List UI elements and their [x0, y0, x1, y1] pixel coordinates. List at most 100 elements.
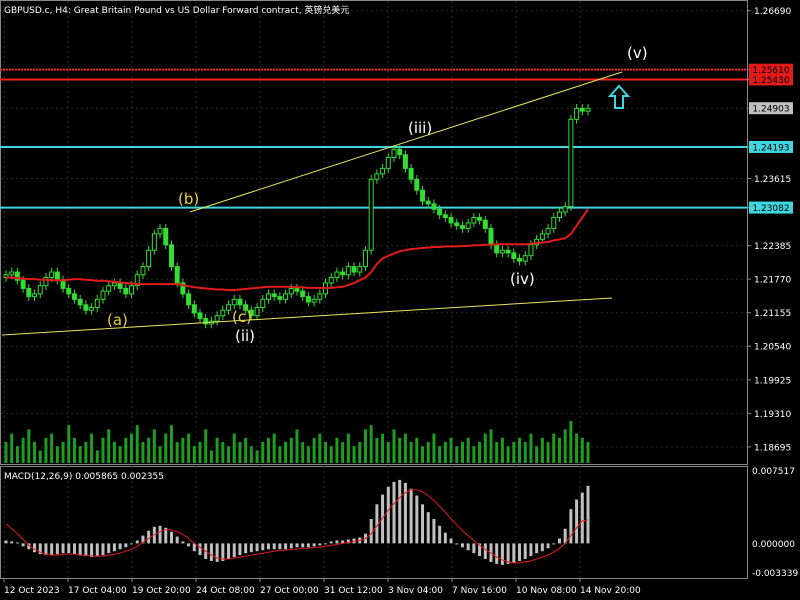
time-tick-label: 12 Oct 2023: [4, 586, 60, 596]
macd-hist-bar: [135, 540, 139, 544]
volume-bar: [209, 450, 213, 463]
macd-hist-bar: [375, 504, 379, 544]
volume-bar: [580, 437, 584, 463]
candle-body: [351, 266, 357, 273]
macd-hist-bar: [215, 543, 219, 562]
volume-bar: [438, 446, 442, 463]
volume-bar: [227, 446, 231, 463]
volume-bar: [10, 433, 14, 463]
candle-body: [362, 249, 368, 268]
candle-body: [488, 227, 494, 246]
volume-bar: [369, 425, 373, 463]
candle-body: [265, 293, 271, 300]
time-tick-label: 27 Oct 00:00: [260, 586, 319, 596]
candle-body: [288, 287, 294, 295]
candle-body: [305, 296, 311, 303]
macd-hist-bar: [500, 543, 504, 565]
candle-body: [129, 285, 135, 295]
macd-hist-bar: [169, 531, 173, 544]
volume-bar: [478, 442, 482, 463]
volume-bar: [272, 433, 276, 463]
macd-hist-bar: [540, 543, 544, 552]
candle-body: [551, 216, 557, 229]
candle-body: [442, 214, 448, 218]
macd-hist-bar: [460, 543, 464, 548]
candle-body: [437, 208, 443, 216]
candle-body: [477, 216, 483, 221]
wave-label-ii: (ii): [235, 327, 255, 345]
volume-bar: [398, 437, 402, 463]
volume-bar: [301, 442, 305, 463]
volume-bar: [50, 433, 54, 463]
macd-hist-bar: [557, 538, 561, 544]
macd-hist-bar: [483, 543, 487, 560]
macd-hist-bar: [306, 543, 310, 548]
macd-hist-bar: [421, 504, 425, 544]
wave-label-c: (c): [232, 308, 252, 326]
candle-body: [77, 298, 83, 306]
macd-hist-bar: [181, 541, 185, 544]
candle-body: [60, 279, 66, 289]
volume-bar: [546, 442, 550, 463]
volume-bar: [112, 442, 116, 463]
volume-bar: [84, 442, 88, 463]
macd-hist-bar: [227, 543, 231, 560]
candle-body: [174, 266, 180, 284]
candle-body: [385, 156, 391, 169]
macd-hist-bar: [44, 543, 48, 556]
volume-bar: [215, 437, 219, 463]
volume-bar: [164, 433, 168, 463]
macd-hist-bar: [255, 543, 259, 552]
volume-bar: [152, 429, 156, 463]
volume-bar: [198, 442, 202, 463]
candle-body: [328, 277, 334, 284]
volume-bar: [124, 437, 128, 463]
macd-hist-bar: [580, 492, 584, 544]
time-tick-label: 19 Oct 20:00: [132, 586, 191, 596]
macd-hist-bar: [232, 543, 236, 558]
macd-hist-bar: [523, 543, 527, 560]
candle-body: [448, 216, 454, 224]
candle-body: [402, 154, 408, 169]
candle-body: [106, 285, 112, 292]
volume-bar: [472, 446, 476, 463]
price-tick-label: 1.20540: [754, 343, 791, 353]
price-tag: [749, 63, 793, 76]
candle-body: [499, 249, 505, 254]
macd-hist-bar: [278, 543, 282, 550]
candle-body: [294, 287, 300, 292]
candle-body: [271, 293, 277, 298]
candle-body: [9, 271, 15, 276]
macd-hist-bar: [341, 540, 345, 544]
macd-hist-bar: [21, 543, 25, 547]
volume-bar: [169, 425, 173, 463]
candle-body: [168, 244, 174, 268]
macd-hist-bar: [238, 543, 242, 556]
volume-bar: [500, 437, 504, 463]
volume-bar: [426, 442, 430, 463]
volume-bar: [135, 425, 139, 463]
volume-bars: [4, 421, 590, 463]
macd-hist-bar: [586, 485, 590, 544]
candle-body: [37, 285, 43, 295]
macd-hist-bar: [15, 542, 19, 544]
volume-bar: [552, 433, 556, 463]
price-tag: [749, 140, 793, 153]
time-tick-label: 7 Nov 16:00: [452, 586, 507, 596]
candle-body: [397, 148, 403, 156]
time-tick-label: 10 Nov 08:00: [516, 586, 577, 596]
macd-hist-bar: [443, 532, 447, 544]
macd-hist-bar: [455, 543, 459, 545]
volume-bar: [586, 442, 590, 463]
candle-body: [134, 274, 140, 287]
candle-body: [254, 307, 260, 317]
volume-bar: [324, 442, 328, 463]
candle-body: [111, 282, 117, 287]
candle-body: [214, 315, 220, 322]
volume-bar: [101, 437, 105, 463]
candle-body: [317, 293, 323, 300]
candle-body: [89, 307, 95, 311]
macd-label: MACD(12,26,9) 0.005865 0.002355: [4, 472, 164, 482]
candle-body: [243, 304, 249, 311]
macd-hist-bar: [55, 543, 59, 555]
